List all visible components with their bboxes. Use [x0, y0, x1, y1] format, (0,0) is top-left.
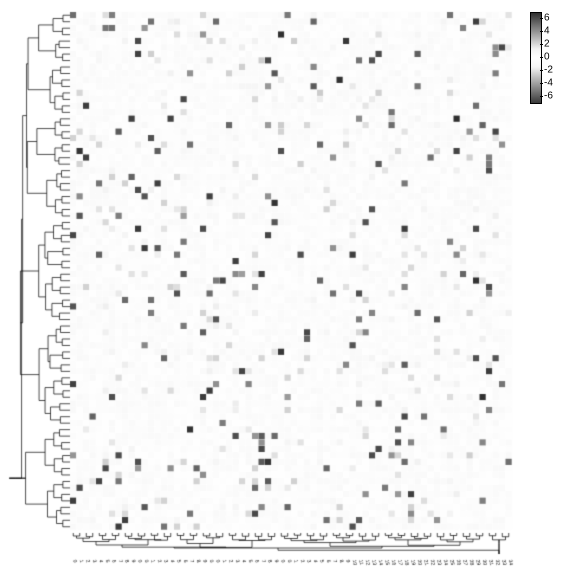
- colorbar-ticklabel: 4: [544, 26, 550, 37]
- colorbar: 6 4 2 0-2 -4 -6: [530, 12, 570, 102]
- colorbar-ticklabel: -6: [544, 90, 553, 101]
- colorbar-ticklabel: 2: [544, 39, 550, 50]
- colorbar-tickline: [540, 96, 543, 97]
- colorbar-tickline: [540, 18, 543, 19]
- colorbar-ticklabel: 6: [544, 13, 550, 24]
- colorbar-ticklabel: -2: [544, 64, 553, 75]
- colorbar-tickline: [540, 57, 543, 58]
- colorbar-tickline: [540, 83, 543, 84]
- colorbar-tickline: [540, 44, 543, 45]
- colorbar-tickline: [540, 31, 543, 32]
- colorbar-gradient: [530, 12, 542, 104]
- clustermap-canvas: [0, 0, 587, 587]
- colorbar-tickline: [540, 70, 543, 71]
- colorbar-ticklabel: -4: [544, 77, 553, 88]
- colorbar-ticklabel: 0: [544, 52, 550, 63]
